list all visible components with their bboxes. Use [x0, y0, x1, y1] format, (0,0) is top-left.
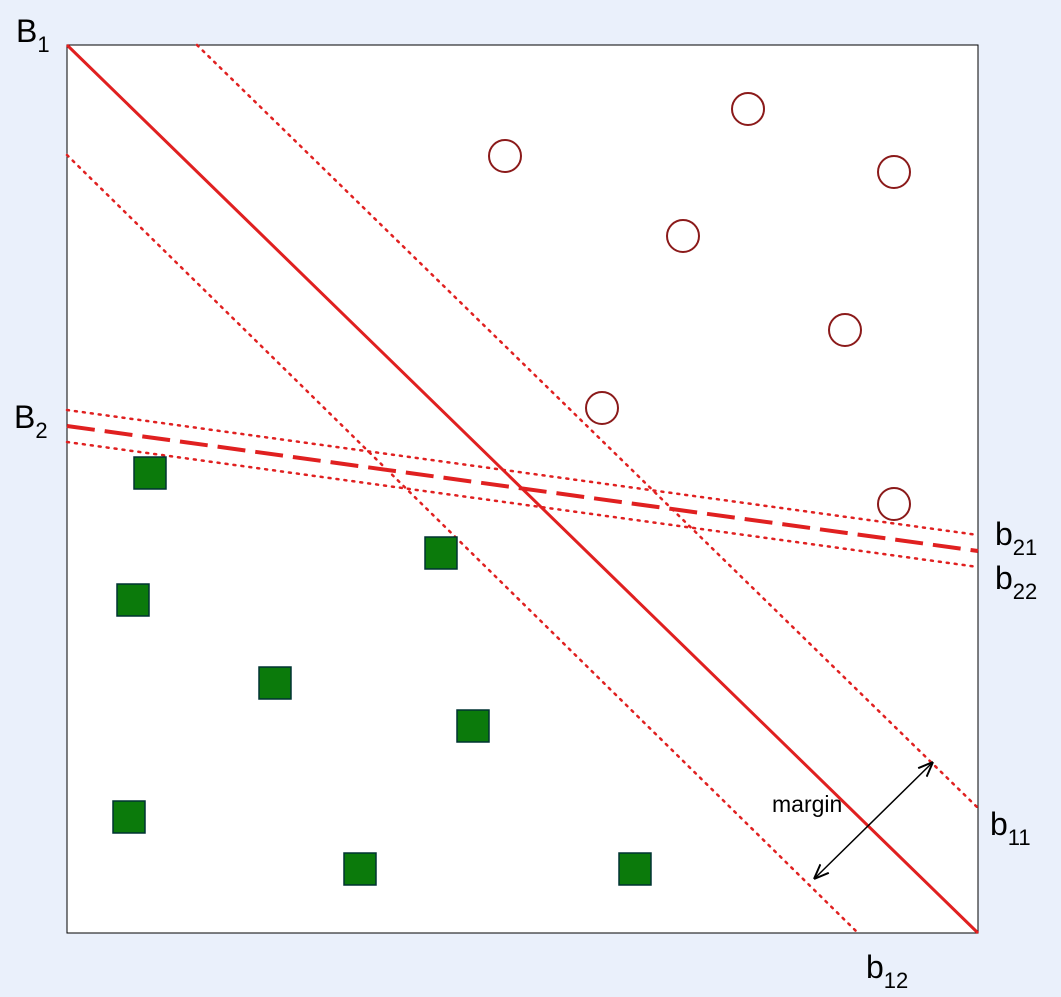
b22-line — [65, 440, 980, 569]
class-squares — [112, 456, 652, 886]
square-point — [258, 666, 292, 700]
B2-line — [66, 424, 979, 553]
square-point — [618, 852, 652, 886]
B2-label: B2 — [14, 399, 48, 443]
label-sub: 12 — [884, 968, 908, 993]
b12-line — [65, 153, 860, 935]
b12-label: b12 — [866, 949, 908, 993]
circle-point — [828, 313, 862, 347]
label-main: b — [990, 806, 1008, 842]
b21-line — [65, 408, 980, 537]
circle-point — [488, 139, 522, 173]
square-point — [112, 800, 146, 834]
b21-label: b21 — [995, 516, 1037, 560]
square-point — [133, 456, 167, 490]
square-point — [116, 583, 150, 617]
label-sub: 2 — [35, 418, 47, 443]
label-main: b — [995, 516, 1013, 552]
label-sub: 11 — [1008, 825, 1031, 850]
b22-label: b22 — [995, 560, 1037, 604]
square-point — [456, 709, 490, 743]
circle-point — [666, 219, 700, 253]
square-point — [424, 536, 458, 570]
label-main: B — [14, 399, 35, 435]
class-circles — [488, 92, 911, 521]
square-point — [343, 852, 377, 886]
label-sub: 21 — [1013, 535, 1037, 560]
b11-label: b11 — [990, 806, 1031, 850]
circle-point — [877, 487, 911, 521]
b11-line — [195, 43, 980, 810]
label-sub: 1 — [37, 32, 49, 57]
B1-label: B1 — [16, 13, 50, 57]
label-main: b — [866, 949, 884, 985]
margin-label: margin — [772, 791, 842, 817]
circle-point — [585, 391, 619, 425]
circle-point — [877, 155, 911, 189]
label-sub: 22 — [1013, 579, 1037, 604]
circle-point — [731, 92, 765, 126]
label-main: b — [995, 560, 1013, 596]
margin-arrow — [815, 763, 932, 878]
label-main: B — [16, 13, 37, 49]
